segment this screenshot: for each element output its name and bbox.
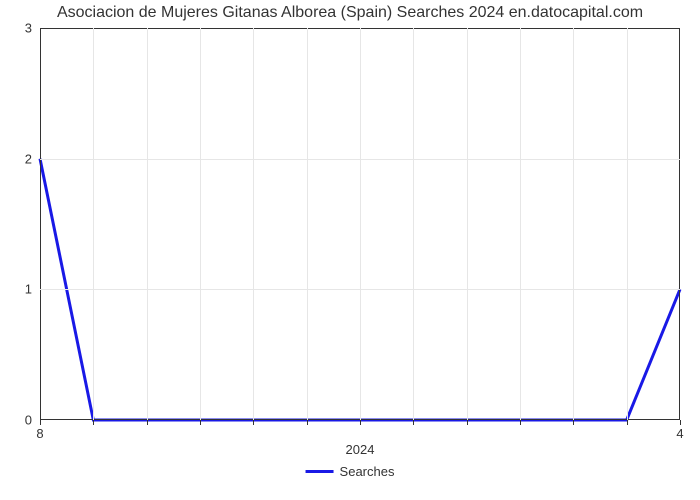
x-tick-mark [413, 420, 414, 425]
x-center-label: 2024 [346, 442, 375, 457]
y-tick-label: 3 [25, 21, 40, 36]
x-tick-mark [253, 420, 254, 425]
grid-line-vertical [93, 28, 94, 420]
grid-line-vertical [627, 28, 628, 420]
x-tick-mark [680, 420, 681, 425]
x-tick-mark [520, 420, 521, 425]
grid-line-vertical [413, 28, 414, 420]
grid-line-vertical [573, 28, 574, 420]
grid-line-vertical [520, 28, 521, 420]
plot-area: 0123842024 [40, 28, 680, 420]
x-tick-mark [200, 420, 201, 425]
x-tick-mark [147, 420, 148, 425]
grid-line-vertical [307, 28, 308, 420]
legend-swatch [306, 470, 334, 473]
x-tick-mark [40, 420, 41, 425]
x-tick-mark [627, 420, 628, 425]
x-tick-mark [307, 420, 308, 425]
x-left-label: 8 [36, 426, 43, 441]
chart-container: Asociacion de Mujeres Gitanas Alborea (S… [0, 0, 700, 500]
y-tick-label: 2 [25, 151, 40, 166]
grid-line-vertical [200, 28, 201, 420]
x-tick-mark [573, 420, 574, 425]
x-tick-mark [93, 420, 94, 425]
legend: Searches [306, 464, 395, 479]
x-tick-mark [467, 420, 468, 425]
grid-line-vertical [253, 28, 254, 420]
grid-line-vertical [360, 28, 361, 420]
chart-title: Asociacion de Mujeres Gitanas Alborea (S… [0, 4, 700, 22]
x-right-label: 4 [676, 426, 683, 441]
legend-label: Searches [340, 464, 395, 479]
y-tick-label: 1 [25, 282, 40, 297]
grid-line-vertical [467, 28, 468, 420]
grid-line-vertical [147, 28, 148, 420]
x-tick-mark [360, 420, 361, 425]
